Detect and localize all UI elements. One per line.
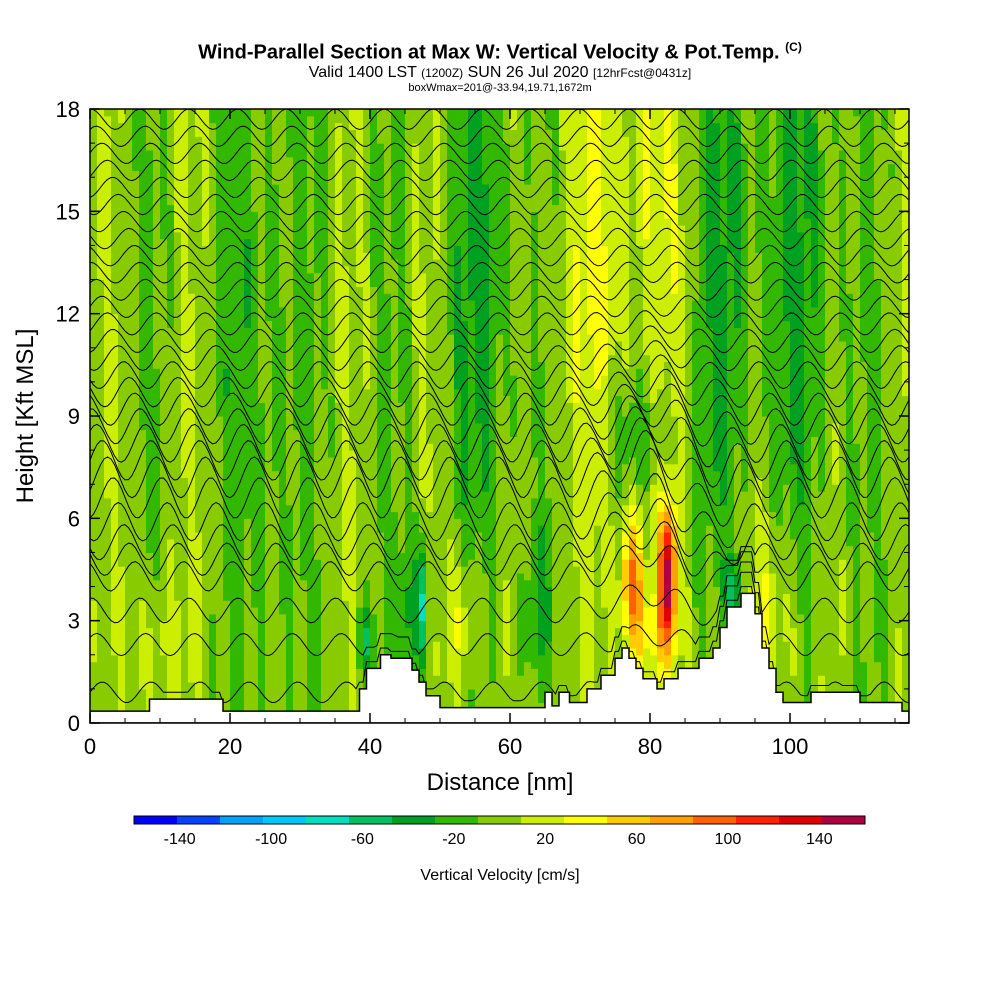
colorbar-swatch [306, 816, 350, 824]
colorbar-tick-label: 100 [715, 831, 742, 848]
y-tick-label: 9 [68, 404, 80, 429]
x-tick-label: 40 [358, 734, 382, 759]
theta-contour [90, 193, 909, 216]
colorbar-swatch [736, 816, 780, 824]
theta-contour [90, 244, 909, 267]
colorbar-swatch [220, 816, 264, 824]
colorbar-tick-label: 20 [536, 831, 554, 848]
colorbar: -140 -100 -60 -20 20 60 100 140 [133, 815, 866, 848]
colorbar-tick-label: -20 [442, 831, 465, 848]
theta-contour [90, 210, 909, 233]
colorbar-swatch [693, 816, 737, 824]
colorbar-tick-label: 60 [628, 831, 646, 848]
theta-contour [90, 586, 909, 704]
theta-contour [90, 429, 909, 507]
theta-contour [90, 497, 909, 566]
theta-contour [90, 447, 909, 527]
colorbar-tick-label: -60 [351, 831, 374, 848]
colorbar-swatch [779, 816, 823, 824]
theta-contour [90, 310, 909, 336]
valid-utc: (1200Z) [421, 65, 464, 80]
theta-contour [90, 142, 909, 165]
x-tick-label: 100 [772, 734, 809, 759]
colorbar-swatch [478, 816, 522, 824]
colorbar-swatch [564, 816, 608, 824]
colorbar-swatch [822, 816, 866, 824]
theta-contour [90, 368, 909, 408]
theta-contour [90, 520, 909, 577]
theta-contour [90, 571, 909, 657]
theta-contour [90, 227, 909, 250]
x-tick-label: 80 [638, 734, 662, 759]
theta-contour [90, 544, 909, 595]
theta-contour [90, 159, 909, 182]
colorbar-tick-label: -140 [164, 831, 196, 848]
theta-contour [90, 405, 909, 468]
y-axis-title: Height [Kft MSL] [12, 329, 39, 504]
colorbar-swatch [650, 816, 694, 824]
y-tick-label: 3 [68, 609, 80, 634]
chart-title-mark: (C) [785, 40, 802, 54]
colorbar-swatch [607, 816, 651, 824]
x-axis: 0 20 40 60 80 100 [84, 109, 896, 759]
title-block: Wind-Parallel Section at Max W: Vertical… [0, 36, 1000, 94]
theta-contour [90, 395, 909, 447]
colorbar-swatch [349, 816, 393, 824]
y-tick-label: 6 [68, 506, 80, 531]
x-tick-label: 20 [218, 734, 242, 759]
colorbar-swatch [263, 816, 307, 824]
terrain [90, 592, 909, 723]
theta-contour [90, 294, 909, 319]
colorbar-swatch [177, 816, 221, 824]
potential-temperature-contours [90, 109, 909, 704]
theta-contour [90, 561, 909, 626]
theta-contour [90, 383, 909, 427]
colorbar-title: Vertical Velocity [cm/s] [420, 867, 579, 884]
colorbar-tick-label: -100 [255, 831, 287, 848]
valid-date: SUN 26 Jul 2020 [467, 63, 589, 81]
terrain-profile [90, 592, 909, 723]
colorbar-swatch [392, 816, 436, 824]
chart-title: Wind-Parallel Section at Max W: Vertical… [0, 36, 1000, 64]
theta-contour [90, 261, 909, 284]
theta-contour [90, 325, 909, 354]
x-tick-label: 0 [84, 734, 96, 759]
forecast-info: [12hrFcst@0431z] [593, 65, 692, 80]
theta-contour [90, 354, 909, 390]
colorbar-swatch [521, 816, 565, 824]
chart-title-text: Wind-Parallel Section at Max W: Vertical… [198, 41, 780, 64]
box-info: boxWmax=201@-33.94,19.71,1672m [408, 81, 592, 94]
theta-contour [90, 278, 909, 301]
theta-contour [90, 125, 909, 148]
colorbar-swatch [435, 816, 479, 824]
theta-contour [90, 176, 909, 199]
y-axis: 0 3 6 9 12 15 18 [56, 97, 909, 736]
y-tick-label: 0 [68, 711, 80, 736]
y-tick-label: 15 [56, 199, 80, 224]
x-axis-title: Distance [nm] [427, 769, 574, 796]
colorbar-tick-label: 140 [806, 831, 833, 848]
theta-contour [90, 417, 909, 488]
theta-contour [90, 340, 909, 372]
theta-contour [90, 473, 909, 549]
y-tick-label: 18 [56, 97, 80, 122]
x-tick-label: 60 [498, 734, 522, 759]
valid-time-line: Valid 1400 LST (1200Z) SUN 26 Jul 2020 [… [0, 64, 1000, 82]
colorbar-swatch [134, 816, 178, 824]
valid-prefix: Valid 1400 LST [308, 63, 417, 81]
y-tick-label: 12 [56, 302, 80, 327]
